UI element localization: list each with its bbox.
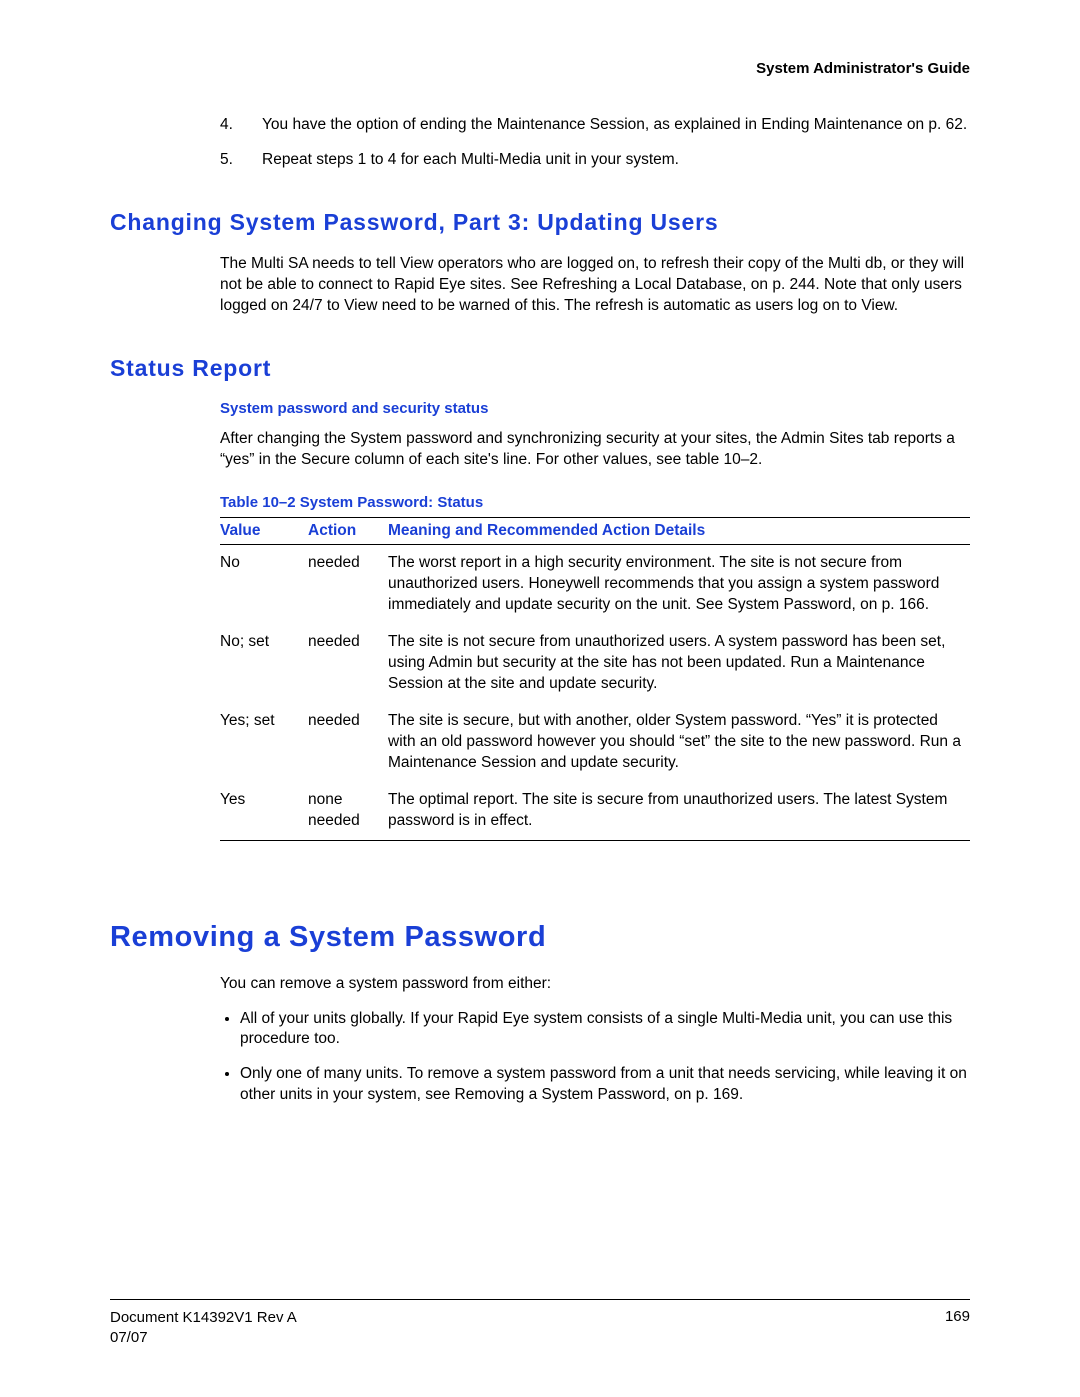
cell-action: needed (308, 703, 388, 782)
table-row: Yes; set needed The site is secure, but … (220, 703, 970, 782)
table-row: Yes none needed The optimal report. The … (220, 782, 970, 840)
page-footer: Document K14392V1 Rev A 07/07 169 (110, 1299, 970, 1347)
section-heading-status-report: Status Report (110, 355, 970, 382)
cell-action: needed (308, 545, 388, 624)
step-text: You have the option of ending the Mainte… (262, 115, 967, 136)
bullet-item: Only one of many units. To remove a syst… (240, 1064, 970, 1106)
step-number: 5. (220, 150, 262, 171)
section-heading-removing-password: Removing a System Password (110, 921, 970, 954)
removing-block: You can remove a system password from ei… (220, 974, 970, 1107)
cell-value: Yes (220, 782, 308, 840)
cell-meaning: The site is secure, but with another, ol… (388, 703, 970, 782)
footer-page-number: 169 (945, 1308, 970, 1347)
th-value: Value (220, 518, 308, 545)
page: System Administrator's Guide 4. You have… (0, 0, 1080, 1397)
cell-meaning: The optimal report. The site is secure f… (388, 782, 970, 840)
th-meaning: Meaning and Recommended Action Details (388, 518, 970, 545)
bullet-item: All of your units globally. If your Rapi… (240, 1009, 970, 1051)
footer-doc-line2: 07/07 (110, 1329, 148, 1346)
step-item: 4. You have the option of ending the Mai… (220, 115, 970, 136)
table-header-row: Value Action Meaning and Recommended Act… (220, 518, 970, 545)
section-heading-changing-password: Changing System Password, Part 3: Updati… (110, 209, 970, 236)
status-block: System password and security status Afte… (220, 400, 970, 841)
th-action: Action (308, 518, 388, 545)
status-table: Value Action Meaning and Recommended Act… (220, 517, 970, 840)
cell-value: No (220, 545, 308, 624)
status-subheading: System password and security status (220, 400, 970, 417)
table-caption: Table 10–2 System Password: Status (220, 494, 970, 511)
steps-block: 4. You have the option of ending the Mai… (220, 115, 970, 171)
section1-body: The Multi SA needs to tell View operator… (220, 254, 970, 317)
status-body: After changing the System password and s… (220, 429, 970, 471)
cell-value: No; set (220, 624, 308, 703)
removing-bullets: All of your units globally. If your Rapi… (220, 1009, 970, 1107)
cell-action: none needed (308, 782, 388, 840)
step-text: Repeat steps 1 to 4 for each Multi-Media… (262, 150, 679, 171)
step-item: 5. Repeat steps 1 to 4 for each Multi-Me… (220, 150, 970, 171)
footer-doc-info: Document K14392V1 Rev A 07/07 (110, 1308, 297, 1347)
guide-title: System Administrator's Guide (110, 60, 970, 77)
step-number: 4. (220, 115, 262, 136)
cell-value: Yes; set (220, 703, 308, 782)
cell-meaning: The worst report in a high security envi… (388, 545, 970, 624)
cell-meaning: The site is not secure from unauthorized… (388, 624, 970, 703)
cell-action: needed (308, 624, 388, 703)
removing-intro: You can remove a system password from ei… (220, 974, 970, 995)
table-row: No; set needed The site is not secure fr… (220, 624, 970, 703)
table-row: No needed The worst report in a high sec… (220, 545, 970, 624)
footer-doc-line1: Document K14392V1 Rev A (110, 1309, 297, 1326)
